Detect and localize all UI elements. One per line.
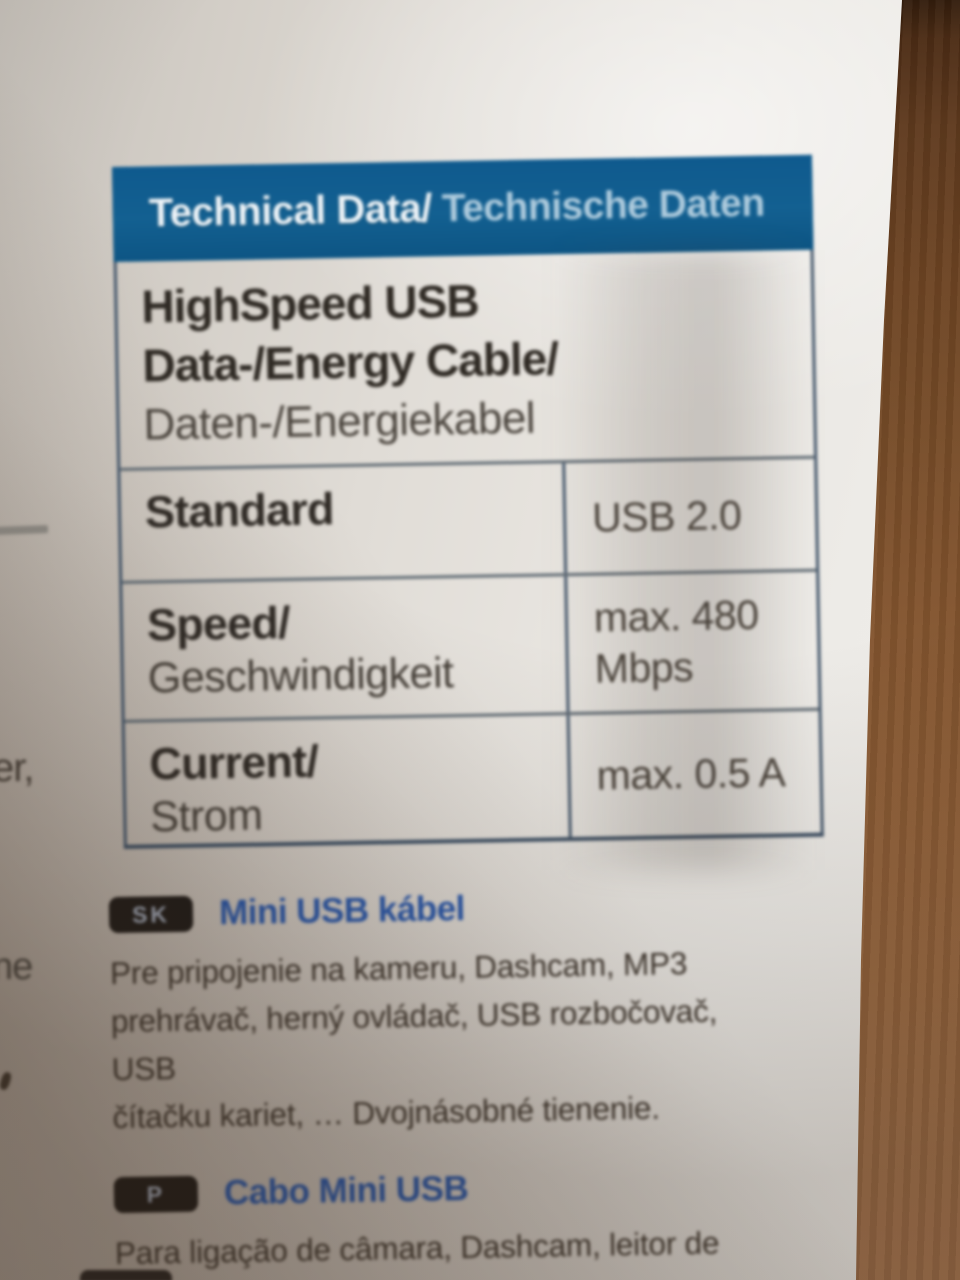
- table-title-english: Technical Data/: [148, 186, 433, 236]
- section-body-sk: Pre pripojenie na kameru, Dashcam, MP3 p…: [109, 945, 718, 1136]
- row-label-speed: Speed/ Geschwindigkeit: [122, 576, 566, 720]
- row-label-standard: Standard: [120, 463, 564, 581]
- row-label-regular: Strom: [149, 791, 263, 842]
- language-badge-p: P: [113, 1175, 199, 1214]
- row-label-bold: Standard: [144, 483, 335, 538]
- section-title-p: Cabo Mini USB: [223, 1168, 469, 1213]
- section-heading: SK Mini USB kábel: [108, 883, 782, 935]
- language-badge-sk: SK: [108, 895, 194, 934]
- table-header-bar: Technical Data/ Technische Daten: [111, 154, 814, 262]
- cutoff-mark-fragment: [0, 1071, 13, 1091]
- language-section-p: P Cabo Mini USB Para ligação de câmara, …: [113, 1163, 790, 1280]
- row-label-bold: Speed/: [146, 596, 291, 651]
- cast-shadow: [555, 250, 810, 870]
- cutoff-text-fragment-mid: er,: [0, 746, 34, 790]
- cutoff-text-fragment-low: ne: [0, 946, 33, 988]
- row-label-bold: Current/: [148, 735, 319, 790]
- table-title-german: Technische Daten: [441, 181, 765, 230]
- row-label-regular: Geschwindigkeit: [147, 649, 454, 703]
- next-language-badge-partial: [80, 1270, 172, 1280]
- cutoff-dash-fragment: [0, 525, 49, 535]
- language-section-sk: SK Mini USB kábel Pre pripojenie na kame…: [108, 883, 785, 1141]
- row-label-current: Current/ Strom: [125, 715, 569, 845]
- section-title-sk: Mini USB kábel: [218, 888, 466, 933]
- language-sections: SK Mini USB kábel Pre pripojenie na kame…: [108, 883, 790, 1280]
- section-heading: P Cabo Mini USB: [113, 1163, 787, 1215]
- section-body-p: Para ligação de câmara, Dashcam, leitor …: [114, 1224, 720, 1272]
